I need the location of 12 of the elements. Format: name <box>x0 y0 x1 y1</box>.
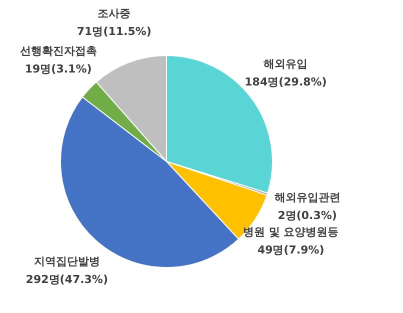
data-label: 49명(7.9%) <box>257 244 324 257</box>
slice-label: 해외유입관련 <box>274 190 340 204</box>
slice-label: 지역집단발병 <box>32 254 100 268</box>
slice-label: 조사중 <box>98 6 131 20</box>
slice-label: 해외유입 <box>264 58 308 71</box>
data-label: 292명(47.3%) <box>26 272 108 286</box>
data-label: 19명(3.1%) <box>24 62 92 76</box>
data-label: 2명(0.3%) <box>278 208 337 222</box>
data-label: 71명(11.5%) <box>76 24 152 38</box>
data-label: 184명(29.8%) <box>244 76 327 89</box>
slice-label: 병원 및 요양병원등 <box>243 226 339 239</box>
slice-label: 선행확진자접촉 <box>20 44 97 58</box>
